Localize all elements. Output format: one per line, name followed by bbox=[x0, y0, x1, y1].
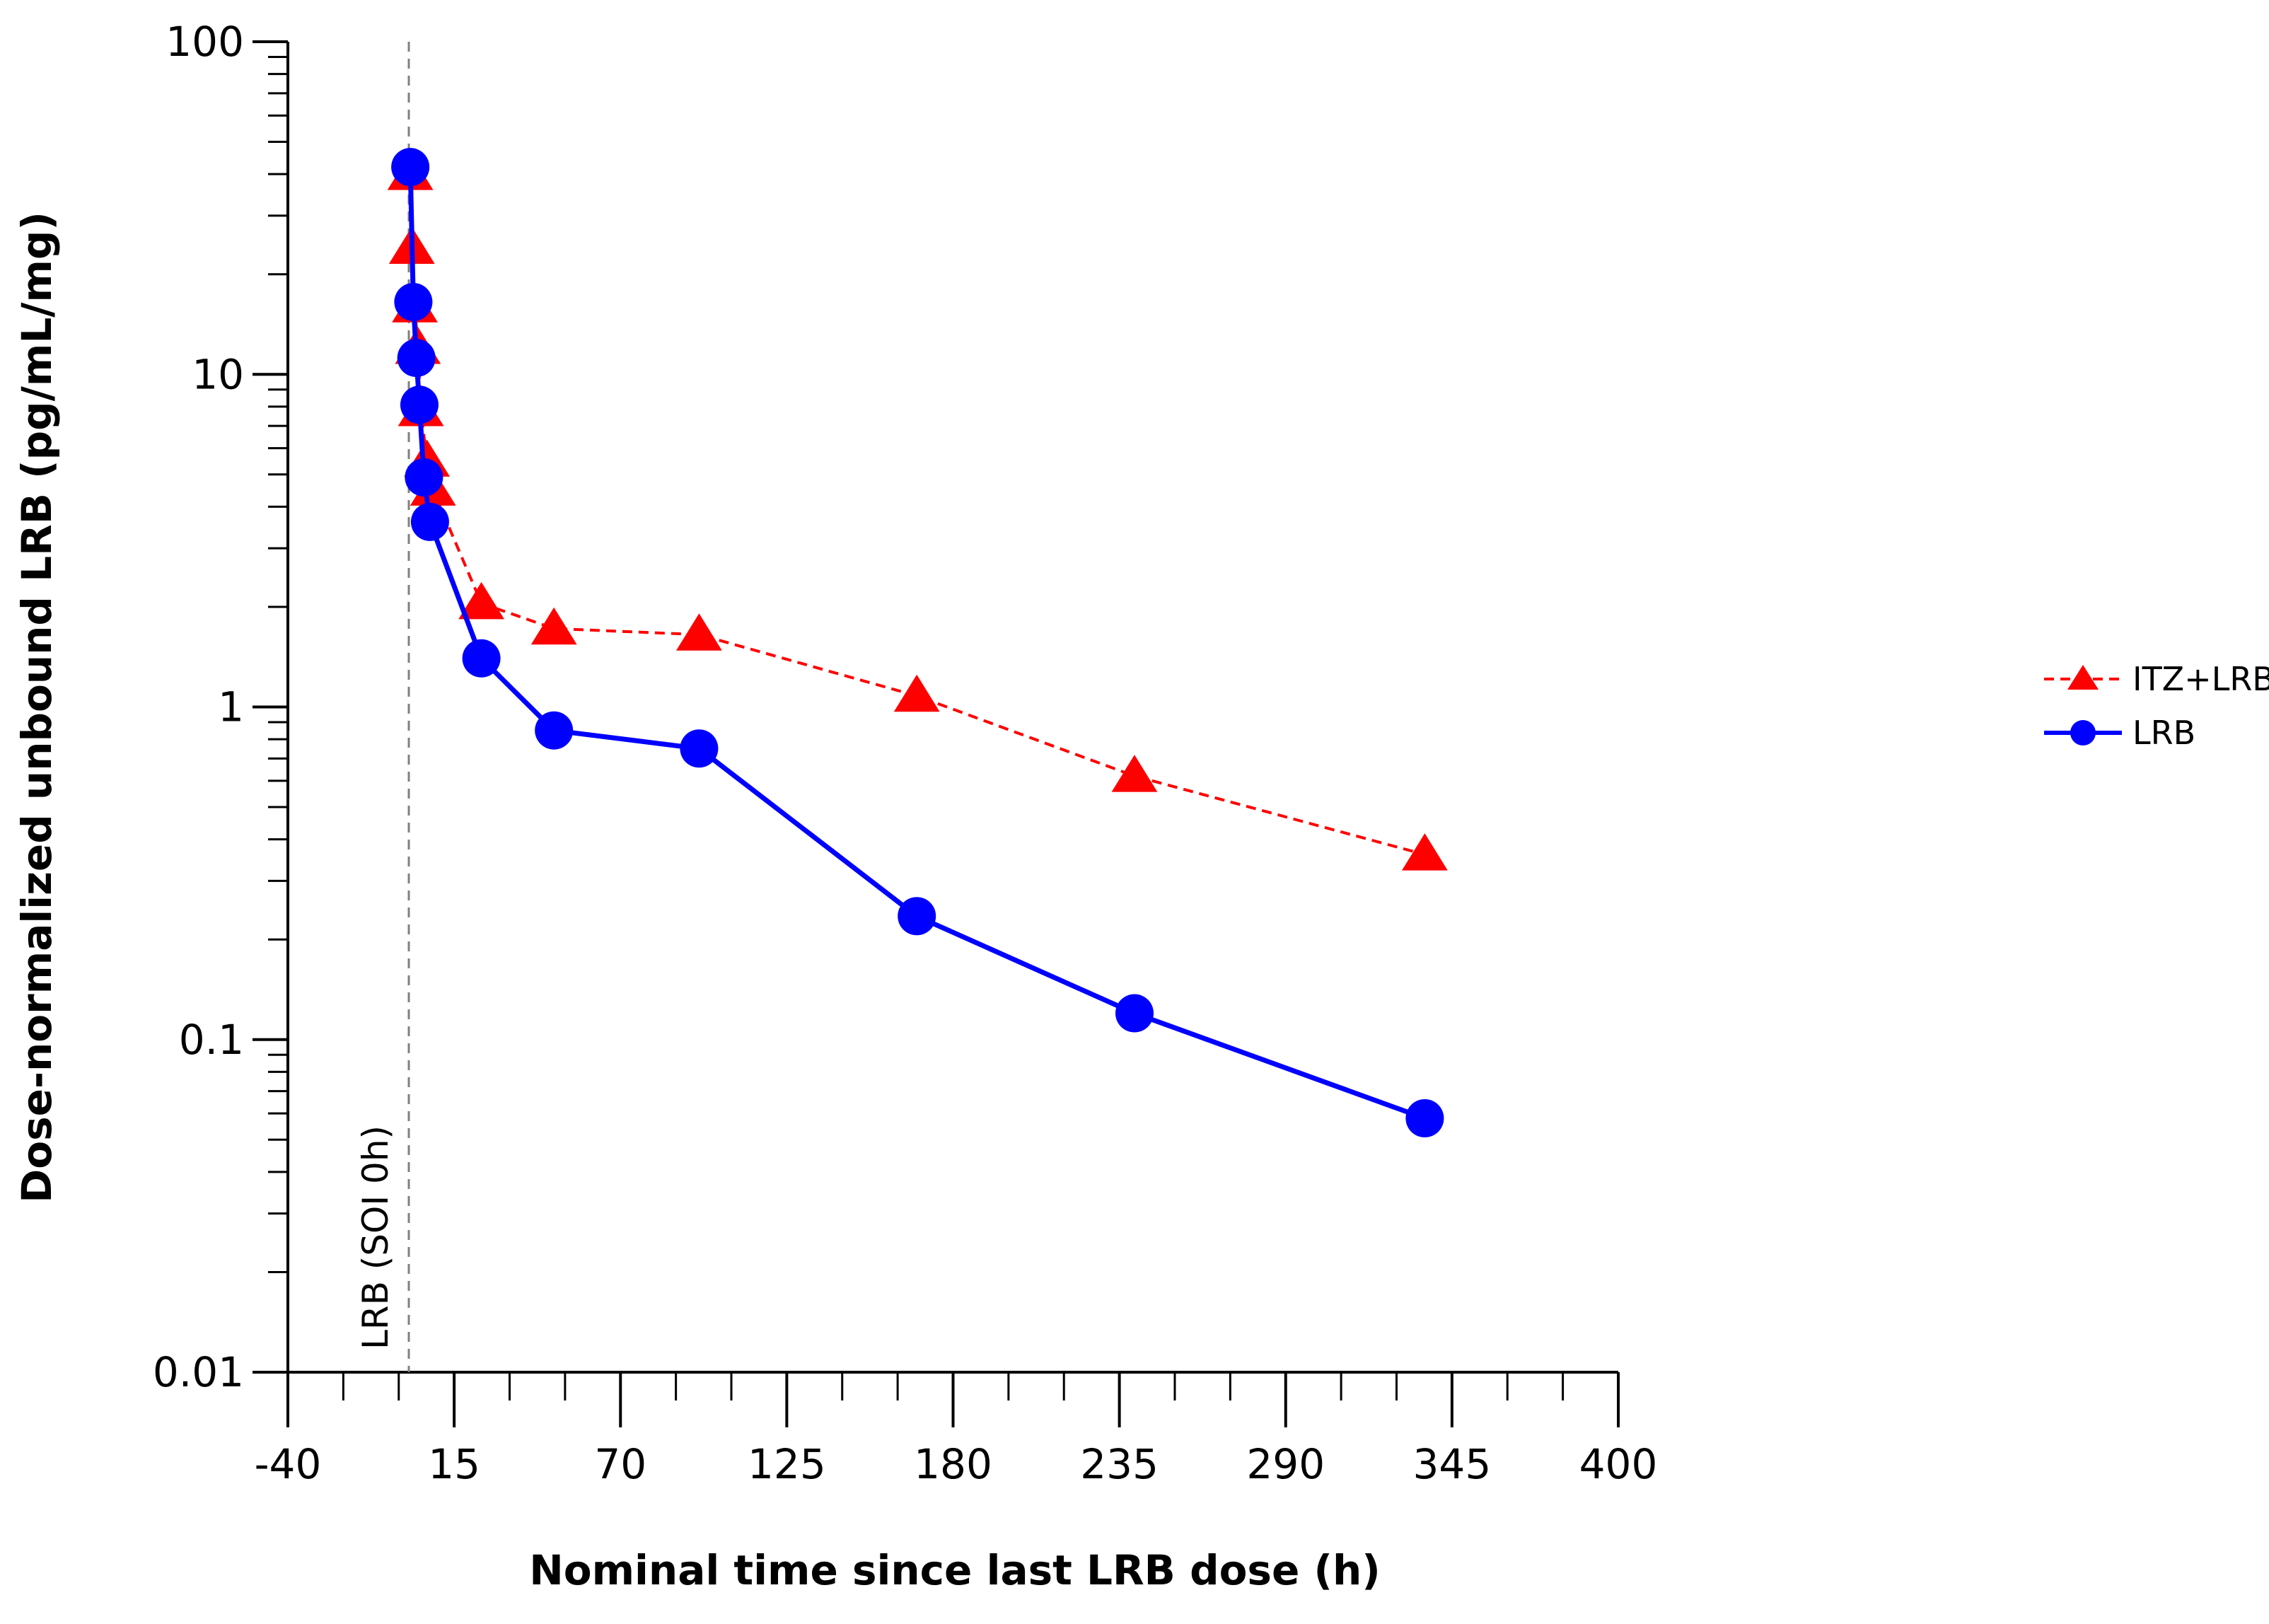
x-tick-label: 235 bbox=[1080, 1440, 1159, 1488]
legend-label-lrb: LRB bbox=[2132, 714, 2195, 752]
data-point-lrb bbox=[400, 385, 439, 424]
y-tick-label: 0.1 bbox=[179, 1016, 244, 1064]
data-point-lrb bbox=[680, 729, 719, 768]
data-point-lrb bbox=[1405, 1098, 1444, 1137]
ticks: 0.01 0.1 1 10 100 -40 15 70 125 180 235 290 345 400 bbox=[153, 18, 1658, 1488]
reference-line-group: LRB (SOI 0h) bbox=[355, 42, 410, 1372]
x-tick-label: -40 bbox=[255, 1440, 322, 1488]
y-tick-label: 0.01 bbox=[153, 1348, 244, 1396]
x-tick-label: 345 bbox=[1413, 1440, 1492, 1488]
data-point-lrb bbox=[462, 639, 501, 678]
x-tick-label: 180 bbox=[914, 1440, 992, 1488]
axes bbox=[286, 42, 1618, 1374]
data-point-itz-lrb bbox=[893, 674, 940, 712]
y-axis-title: Dose-normalized unbound LRB (pg/mL/mg) bbox=[13, 211, 61, 1203]
data-point-itz-lrb bbox=[1111, 755, 1158, 792]
reference-line-label: LRB (SOI 0h) bbox=[355, 1125, 396, 1350]
data-point-lrb bbox=[410, 502, 449, 541]
series-itz-lrb bbox=[387, 153, 1448, 871]
data-point-lrb bbox=[405, 458, 443, 497]
data-point-lrb bbox=[898, 897, 936, 936]
x-tick-label: 400 bbox=[1579, 1440, 1658, 1488]
data-point-itz-lrb bbox=[530, 607, 577, 645]
y-tick-label: 1 bbox=[218, 683, 244, 731]
data-point-lrb bbox=[397, 339, 436, 378]
data-point-lrb bbox=[394, 282, 433, 321]
legend: ITZ+LRB LRB bbox=[2044, 660, 2269, 752]
data-point-itz-lrb bbox=[458, 581, 504, 620]
legend-marker-itz-lrb bbox=[2067, 665, 2099, 690]
series-line-itz-lrb bbox=[409, 174, 1425, 857]
x-tick-label: 70 bbox=[594, 1440, 646, 1488]
legend-item-itz-lrb: ITZ+LRB bbox=[2044, 660, 2269, 698]
legend-item-lrb: LRB bbox=[2044, 714, 2195, 752]
data-point-lrb bbox=[1115, 994, 1154, 1033]
x-tick-label: 15 bbox=[428, 1440, 480, 1488]
series-group bbox=[387, 148, 1448, 1137]
x-tick-label: 125 bbox=[748, 1440, 826, 1488]
series-lrb bbox=[391, 148, 1444, 1137]
legend-marker-lrb bbox=[2070, 720, 2096, 746]
y-tick-label: 100 bbox=[166, 18, 244, 66]
data-point-itz-lrb bbox=[676, 613, 722, 651]
data-point-lrb bbox=[391, 148, 430, 187]
y-tick-label: 10 bbox=[192, 350, 244, 398]
data-point-lrb bbox=[535, 711, 574, 750]
data-point-itz-lrb bbox=[1402, 833, 1448, 871]
legend-label-itz-lrb: ITZ+LRB bbox=[2132, 660, 2269, 698]
x-axis-title: Nominal time since last LRB dose (h) bbox=[529, 1546, 1381, 1594]
x-tick-label: 290 bbox=[1246, 1440, 1325, 1488]
